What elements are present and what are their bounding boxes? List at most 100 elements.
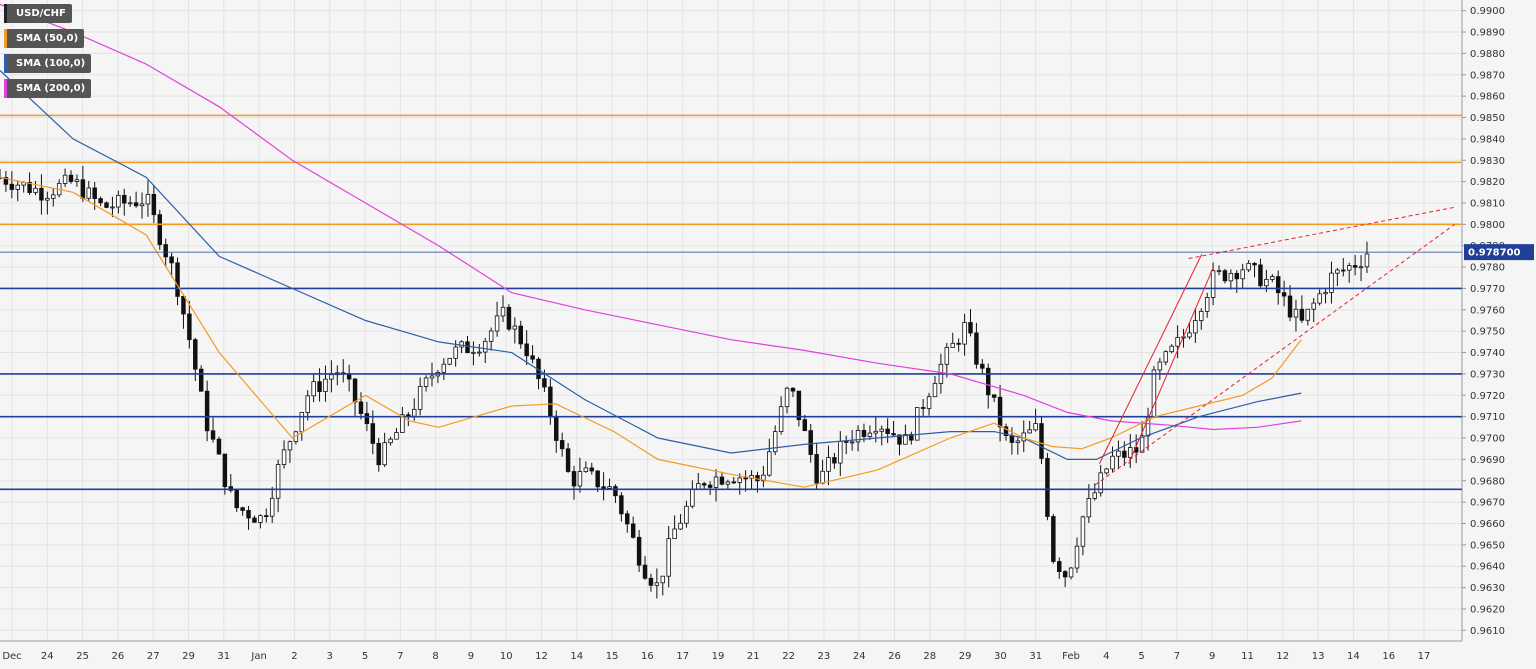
candle-body: [625, 513, 630, 525]
sma-200-line: [0, 3, 1302, 431]
candle-body: [986, 367, 991, 396]
x-tick-label: 12: [1276, 651, 1289, 662]
candle-body: [607, 486, 612, 489]
y-tick-label: 0.9800: [1470, 220, 1505, 231]
y-tick-label: 0.9830: [1470, 156, 1505, 167]
candle-body: [1234, 272, 1240, 280]
legend-item-sma-100: SMA (100,0): [4, 54, 92, 73]
candle-body: [832, 457, 837, 464]
x-tick-label: 13: [1312, 651, 1325, 662]
candle-body: [512, 325, 518, 330]
candle-body: [914, 407, 920, 441]
candle-body: [583, 467, 589, 472]
candle-body: [252, 517, 257, 523]
y-tick-label: 0.9640: [1470, 562, 1505, 573]
candle-body: [980, 363, 985, 369]
y-tick-label: 0.9730: [1470, 369, 1505, 380]
candle-body: [885, 428, 890, 434]
y-tick-label: 0.9660: [1470, 519, 1505, 530]
x-tick-label: 14: [570, 651, 583, 662]
candle-body: [275, 464, 281, 499]
x-tick-label: 27: [147, 651, 160, 662]
x-tick-label: 22: [782, 651, 795, 662]
y-tick-label: 0.9860: [1470, 92, 1505, 103]
candle-body: [74, 179, 80, 182]
candle-body: [1364, 253, 1370, 268]
candle-body: [1110, 455, 1115, 470]
y-tick-label: 0.9650: [1470, 540, 1505, 551]
candle-body: [323, 378, 328, 392]
candle-body: [441, 363, 447, 373]
candle-body: [1199, 310, 1204, 321]
candle-body: [778, 406, 784, 432]
candle-body: [382, 442, 387, 466]
candle-body: [855, 429, 861, 443]
candle-body: [1009, 435, 1015, 443]
candle-body: [33, 187, 38, 193]
y-tick-label: 0.9690: [1470, 455, 1505, 466]
candle-body: [80, 179, 86, 199]
candle-body: [968, 322, 973, 334]
candle-body: [772, 431, 778, 453]
candle-body: [843, 441, 849, 443]
candle-body: [814, 454, 819, 484]
legend-item-usdchf: USD/CHF: [4, 4, 72, 23]
candle-body: [554, 415, 559, 441]
candle-body: [1204, 297, 1210, 312]
wedge-upper-line: [1188, 206, 1455, 260]
x-tick-label: 21: [747, 651, 760, 662]
x-tick-label: 25: [76, 651, 89, 662]
candle-body: [1057, 561, 1062, 572]
x-tick-label: 16: [1382, 651, 1395, 662]
candle-body: [802, 419, 808, 432]
y-tick-label: 0.9620: [1470, 604, 1505, 615]
candle-body: [974, 332, 979, 365]
candle-body: [122, 194, 127, 204]
candle-body: [595, 470, 600, 488]
x-tick-label: 24: [853, 651, 866, 662]
y-tick-label: 0.9780: [1470, 263, 1505, 274]
legend-label-usdchf: USD/CHF: [16, 8, 66, 19]
x-tick-label: 24: [41, 651, 54, 662]
candle-body: [110, 206, 115, 209]
legend-label-sma-50: SMA (50,0): [16, 33, 79, 44]
candle-body: [1335, 269, 1340, 274]
candle-body: [1275, 276, 1281, 294]
candle-body: [530, 355, 535, 360]
candle-body: [1329, 272, 1334, 293]
rise-trend-line: [1098, 254, 1203, 464]
candle-body: [1228, 272, 1234, 282]
x-tick-label: 9: [468, 651, 474, 662]
candle-body: [1352, 265, 1358, 268]
candle-body: [672, 528, 677, 540]
x-tick-label: 5: [362, 651, 368, 662]
candle-body: [548, 386, 553, 417]
candle-body: [1175, 337, 1180, 347]
candle-body: [725, 481, 731, 485]
candle-body: [1210, 270, 1216, 298]
candle-body: [240, 507, 245, 511]
candle-body: [494, 315, 500, 332]
candle-body: [151, 194, 157, 216]
candle-body: [92, 187, 97, 199]
y-tick-label: 0.9670: [1470, 498, 1505, 509]
candle-body: [542, 378, 547, 388]
candle-body: [1015, 440, 1021, 443]
candle-body: [27, 181, 32, 193]
x-tick-label: Dec: [2, 651, 21, 662]
candle-body: [459, 341, 464, 348]
candle-body: [737, 477, 742, 483]
y-tick-label: 0.9710: [1470, 412, 1505, 423]
candle-body: [258, 515, 263, 523]
candle-body: [1128, 447, 1133, 458]
candle-body: [175, 262, 180, 297]
candle-body: [1092, 492, 1097, 499]
candle-body: [879, 428, 884, 432]
candle-body: [808, 430, 813, 455]
y-tick-label: 0.9840: [1470, 134, 1505, 145]
candle-body: [62, 174, 68, 184]
candle-body: [246, 510, 251, 519]
y-tick-label: 0.9700: [1470, 434, 1505, 445]
